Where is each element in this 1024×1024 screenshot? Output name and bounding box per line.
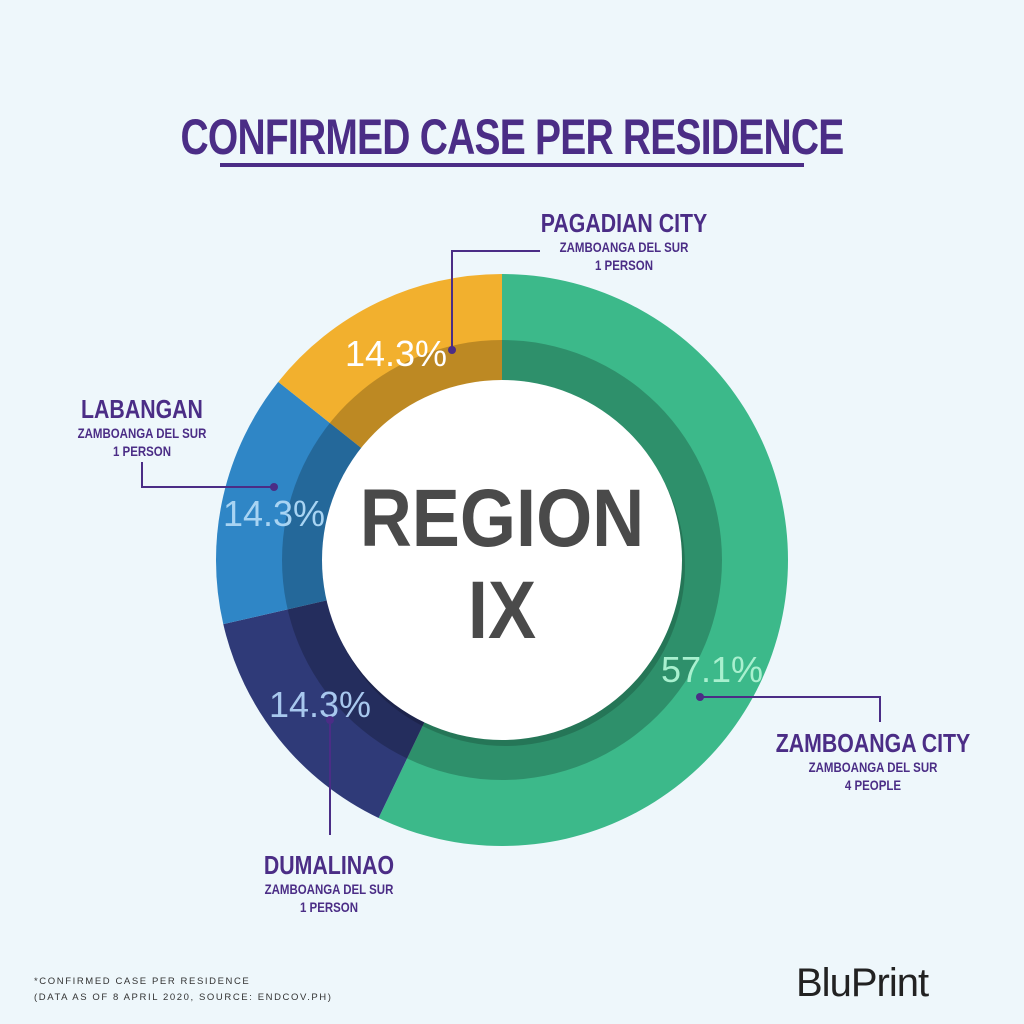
callout-line (700, 696, 881, 722)
callout-dot (696, 693, 704, 701)
slice-province: ZAMBOANGA DEL SUR (560, 239, 689, 255)
slice-count: 1 PERSON (300, 899, 358, 915)
slice-count: 1 PERSON (595, 257, 653, 273)
center-label-line-1: REGION (360, 473, 645, 564)
slice-count: 1 PERSON (113, 443, 171, 459)
pct-label: 14.3% (345, 333, 447, 374)
pct-label: 57.1% (661, 649, 763, 690)
slice-name: DUMALINAO (264, 851, 394, 881)
footnote-note: *CONFIRMED CASE PER RESIDENCE (34, 976, 251, 987)
footnote: *CONFIRMED CASE PER RESIDENCE (DATA AS O… (34, 974, 332, 1006)
slice-province: ZAMBOANGA DEL SUR (265, 881, 394, 897)
callout-dot (270, 483, 278, 491)
slice-count: 4 PEOPLE (845, 777, 902, 793)
center-label-line-2: IX (468, 565, 536, 656)
title-underline (220, 163, 804, 167)
slice-name: PAGADIAN CITY (541, 209, 708, 239)
donut-center (322, 380, 682, 740)
footnote-source: (DATA AS OF 8 APRIL 2020, SOURCE: ENDCOV… (34, 992, 333, 1003)
slice-province: ZAMBOANGA DEL SUR (809, 759, 938, 775)
slice-name: LABANGAN (81, 395, 203, 425)
chart-title: CONFIRMED CASE PER RESIDENCE (180, 109, 845, 165)
slice-province: ZAMBOANGA DEL SUR (78, 425, 207, 441)
brand-logo: BluPrint (796, 961, 929, 1005)
callout-line (141, 462, 274, 488)
callout-line (451, 250, 540, 350)
callout-dot (448, 346, 456, 354)
pct-label: 14.3% (223, 493, 325, 534)
callout-dot (326, 716, 334, 724)
pct-label: 14.3% (269, 684, 371, 725)
slice-name: ZAMBOANGA CITY (776, 729, 971, 759)
